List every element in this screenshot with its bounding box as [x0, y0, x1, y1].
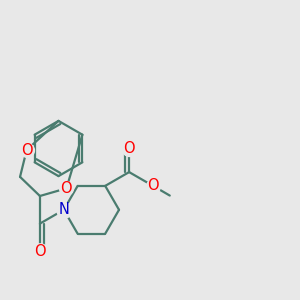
Text: O: O [123, 141, 135, 156]
Text: O: O [147, 178, 159, 194]
Text: O: O [21, 142, 32, 158]
Text: N: N [58, 202, 69, 217]
Text: O: O [61, 181, 72, 196]
Text: O: O [34, 244, 46, 259]
